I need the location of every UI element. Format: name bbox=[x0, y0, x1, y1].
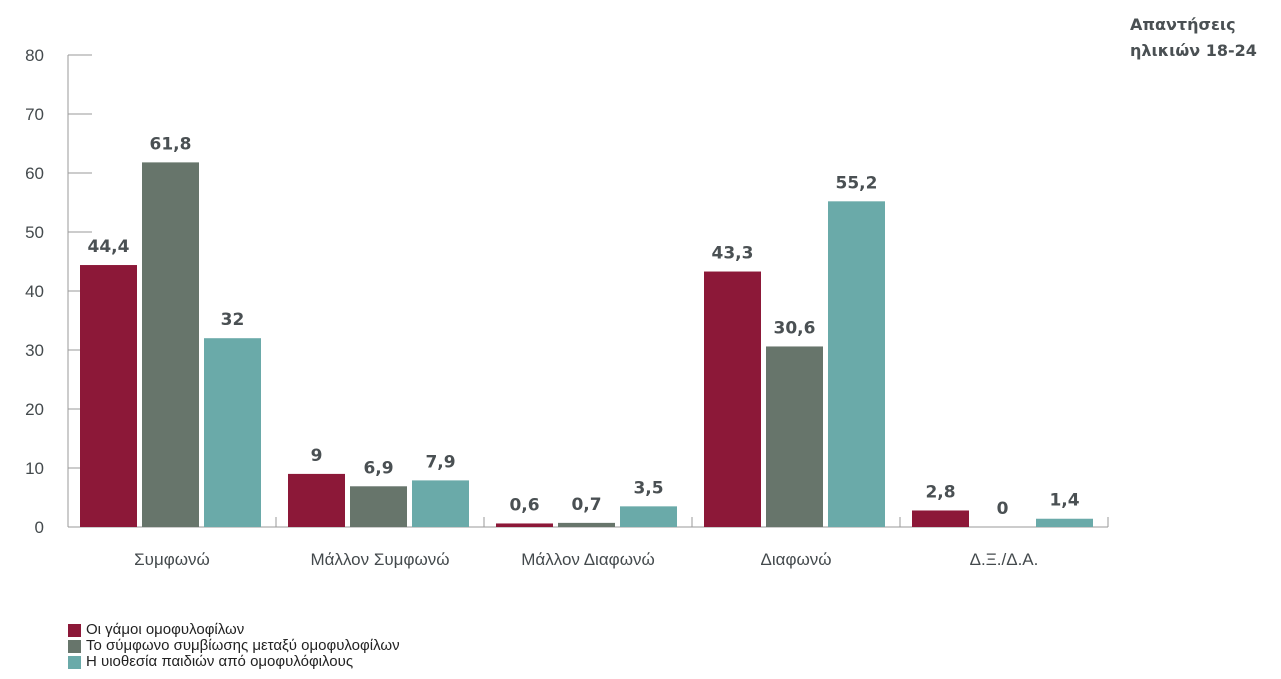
y-tick-label: 10 bbox=[25, 459, 44, 478]
bar bbox=[766, 346, 823, 527]
data-label: 44,4 bbox=[88, 237, 130, 257]
bar bbox=[704, 271, 761, 527]
legend-label-cohabitation: Το σύμφωνο συμβίωσης μεταξύ ομοφυλοφίλων bbox=[86, 637, 400, 654]
y-tick-label: 50 bbox=[25, 223, 44, 242]
y-tick-label: 30 bbox=[25, 341, 44, 360]
data-labels: 44,4 61,8 32 9 6,9 7,9 0,6 0,7 3,5 43,3 30,6 55,2 2,… bbox=[88, 134, 1080, 519]
data-label: 9 bbox=[311, 446, 323, 466]
bar bbox=[620, 506, 677, 527]
data-label: 7,9 bbox=[425, 452, 455, 472]
bar bbox=[828, 201, 885, 527]
data-label: 3,5 bbox=[633, 478, 663, 498]
data-label: 1,4 bbox=[1049, 491, 1079, 511]
category-label: Δ.Ξ./Δ.Α. bbox=[970, 550, 1039, 569]
legend-swatch-marriage bbox=[68, 623, 81, 637]
data-label: 55,2 bbox=[836, 173, 878, 193]
y-tick-label: 80 bbox=[25, 46, 44, 65]
category-label: Μάλλον Διαφωνώ bbox=[521, 550, 655, 569]
y-tick-label: 70 bbox=[25, 105, 44, 124]
bar bbox=[204, 338, 261, 527]
bar bbox=[1036, 518, 1093, 527]
bar bbox=[142, 162, 199, 527]
legend-label-adoption: Η υιοθεσία παιδιών από ομοφυλόφιλους bbox=[86, 653, 354, 670]
bar bbox=[558, 522, 615, 527]
y-tick-label: 0 bbox=[35, 518, 44, 537]
legend-swatch-cohabitation bbox=[68, 639, 81, 653]
bar bbox=[412, 480, 469, 527]
y-tick-label: 60 bbox=[25, 164, 44, 183]
bar bbox=[350, 486, 407, 527]
category-label: Μάλλον Συμφωνώ bbox=[310, 550, 449, 569]
chart-corner-title: Απαντήσεις ηλικιών 18-24 bbox=[1130, 15, 1257, 60]
data-label: 0 bbox=[997, 499, 1009, 519]
category-label: Συμφωνώ bbox=[134, 550, 210, 569]
data-label: 0,7 bbox=[571, 495, 601, 515]
y-tick-label: 40 bbox=[25, 282, 44, 301]
bar bbox=[912, 510, 969, 527]
data-label: 6,9 bbox=[363, 458, 393, 478]
bar bbox=[288, 473, 345, 527]
x-axis-ticks bbox=[275, 517, 1109, 527]
legend-item: Οι γάμοι ομοφυλοφίλων bbox=[68, 622, 400, 638]
data-label: 61,8 bbox=[150, 134, 192, 154]
data-label: 2,8 bbox=[925, 482, 955, 502]
data-label: 30,6 bbox=[774, 318, 816, 338]
y-tick-label: 20 bbox=[25, 400, 44, 419]
data-label: 32 bbox=[221, 310, 245, 330]
bar bbox=[496, 523, 553, 527]
legend: Οι γάμοι ομοφυλοφίλων Το σύμφωνο συμβίωσ… bbox=[68, 622, 400, 670]
data-label: 0,6 bbox=[509, 495, 539, 515]
data-label: 43,3 bbox=[712, 244, 754, 264]
category-label: Διαφωνώ bbox=[760, 550, 831, 569]
bar-series bbox=[80, 162, 1093, 527]
legend-item: Η υιοθεσία παιδιών από ομοφυλόφιλους bbox=[68, 654, 400, 670]
legend-swatch-adoption bbox=[68, 655, 81, 669]
bar bbox=[80, 265, 137, 527]
legend-label-marriage: Οι γάμοι ομοφυλοφίλων bbox=[86, 621, 245, 638]
category-labels: Συμφωνώ Μάλλον Συμφωνώ Μάλλον Διαφωνώ Διαφω… bbox=[134, 550, 1038, 569]
legend-item: Το σύμφωνο συμβίωσης μεταξύ ομοφυλοφίλων bbox=[68, 638, 400, 654]
